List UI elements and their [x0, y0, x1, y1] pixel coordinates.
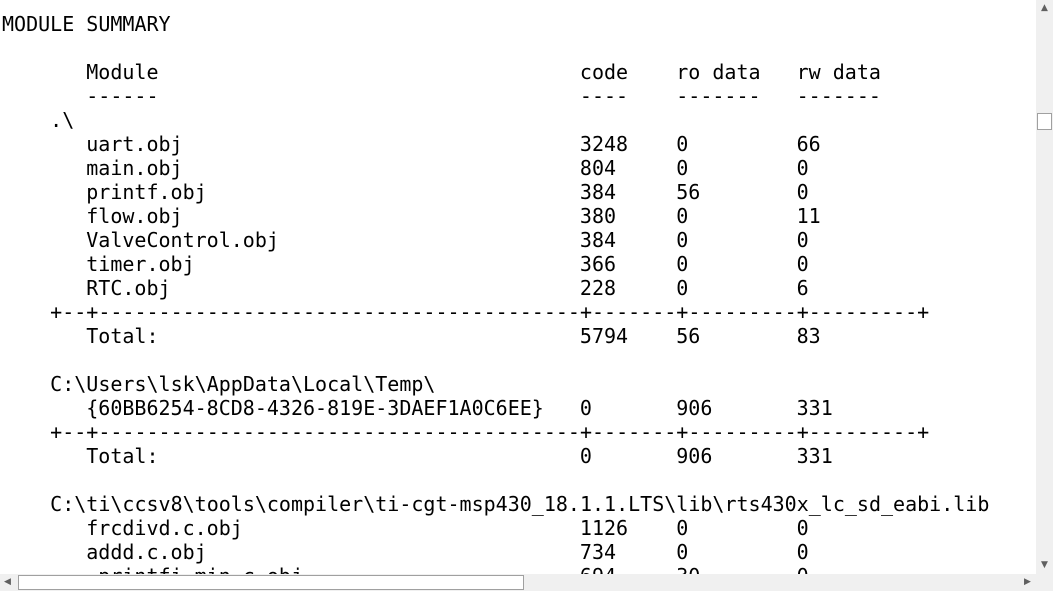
cell-number: 30: [676, 564, 700, 574]
horizontal-scrollbar[interactable]: ◀ ▶: [0, 574, 1053, 591]
cell-number: 0: [676, 276, 689, 300]
total-value: 0: [579, 444, 592, 468]
cell-number: 384: [579, 180, 617, 204]
cell-number: 11: [796, 204, 821, 228]
cell-number: 366: [579, 252, 617, 276]
cell-number: 3248: [579, 132, 629, 156]
module-name: main.obj: [86, 156, 183, 180]
module-name: frcdivd.c.obj: [86, 516, 243, 540]
scroll-up[interactable]: ▲: [1041, 3, 1048, 13]
module-name: _printfi_min.c.obj: [86, 564, 303, 574]
scroll-thumb[interactable]: [18, 575, 524, 590]
cell-number: 0: [676, 228, 689, 252]
cell-number: 906: [676, 396, 713, 420]
column-underline: ----: [579, 84, 629, 108]
cell-number: 804: [579, 156, 617, 180]
cell-number: 0: [796, 180, 809, 204]
column-header: code: [579, 60, 629, 84]
cell-number: 0: [796, 228, 809, 252]
cell-number: 0: [579, 396, 592, 420]
title: MODULE SUMMARY: [2, 12, 171, 36]
cell-number: 0: [676, 540, 689, 564]
cell-number: 0: [796, 516, 809, 540]
column-underline: -------: [796, 84, 881, 108]
separator: +--+------------------------------------…: [50, 420, 930, 444]
cell-number: 0: [676, 132, 689, 156]
total-value: 331: [796, 444, 833, 468]
section-path: C:\ti\ccsv8\tools\compiler\ti-cgt-msp430…: [50, 492, 990, 516]
module-name: addd.c.obj: [86, 540, 207, 564]
total-value: 5794: [579, 324, 629, 348]
cell-number: 0: [796, 156, 809, 180]
module-name: ValveControl.obj: [86, 228, 279, 252]
vertical-scrollbar[interactable]: ▲ ▼: [1036, 0, 1053, 574]
scroll-right[interactable]: ▶: [1024, 577, 1031, 587]
scroll-left[interactable]: ◀: [4, 577, 11, 587]
cell-number: 0: [676, 252, 689, 276]
cell-number: 228: [579, 276, 617, 300]
total-label: Total:: [86, 324, 159, 348]
column-header: rw data: [796, 60, 881, 84]
column-underline: -------: [676, 84, 761, 108]
scroll-down[interactable]: ▼: [1041, 560, 1048, 570]
module-name: RTC.obj: [86, 276, 171, 300]
cell-number: 734: [579, 540, 617, 564]
total-value: 56: [676, 324, 701, 348]
cell-number: 331: [796, 396, 833, 420]
column-header: ro data: [676, 60, 761, 84]
cell-number: 0: [797, 564, 809, 574]
separator: +--+------------------------------------…: [50, 300, 930, 324]
module-name: {60BB6254-8CD8-4326-819E-3DAEF1A0C6EE}: [86, 396, 544, 420]
cell-number: 384: [579, 228, 617, 252]
cell-number: 380: [579, 204, 617, 228]
cell-number: 0: [676, 516, 689, 540]
text-view: MODULE SUMMARY Module code ro data rw data --…: [2, 12, 990, 574]
cell-number: 0: [796, 252, 809, 276]
cell-number: 0: [676, 156, 689, 180]
cell-number: 0: [796, 540, 809, 564]
module-name: flow.obj: [86, 204, 183, 228]
cell-number: 1126: [579, 516, 629, 540]
cell-number: 66: [796, 132, 821, 156]
corner: [1036, 574, 1053, 591]
cell-number: 6: [796, 276, 809, 300]
cell-number: 56: [676, 180, 701, 204]
module-name: timer.obj: [86, 252, 195, 276]
column-underline: ------: [86, 84, 159, 108]
module-name: printf.obj: [86, 180, 207, 204]
module-name: uart.obj: [86, 132, 183, 156]
total-value: 906: [676, 444, 713, 468]
cell-number: 0: [676, 204, 689, 228]
total-value: 83: [796, 324, 821, 348]
total-label: Total:: [86, 444, 159, 468]
column-header: Module: [86, 60, 159, 84]
cell-number: 694: [580, 564, 616, 574]
section-path: C:\Users\lsk\AppData\Local\Temp\: [50, 372, 436, 396]
scroll-thumb[interactable]: [1037, 113, 1052, 130]
section-path: .\: [50, 108, 75, 132]
